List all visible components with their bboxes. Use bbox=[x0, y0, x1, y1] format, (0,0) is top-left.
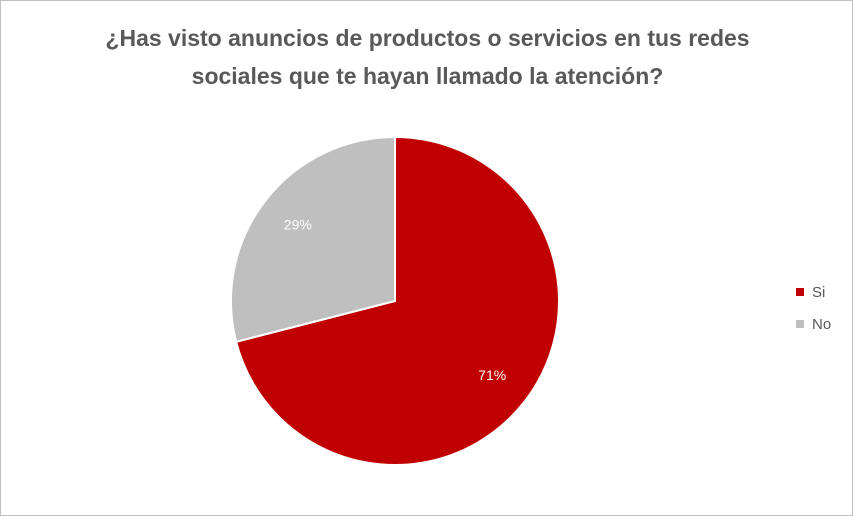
legend-label-si: Si bbox=[812, 283, 826, 301]
data-label-si: 71% bbox=[478, 367, 506, 383]
data-label-no: 29% bbox=[284, 216, 312, 232]
legend-swatch-no bbox=[796, 320, 804, 328]
legend-label-no: No bbox=[812, 315, 832, 333]
legend-item-si: Si bbox=[796, 276, 831, 308]
pie-slice-no bbox=[230, 135, 396, 344]
legend-item-no: No bbox=[796, 308, 831, 340]
legend: Si No bbox=[796, 276, 831, 340]
chart-title: ¿Has visto anuncios de productos o servi… bbox=[105, 25, 750, 89]
pie-slice-si bbox=[234, 135, 560, 466]
legend-swatch-si bbox=[796, 288, 804, 296]
